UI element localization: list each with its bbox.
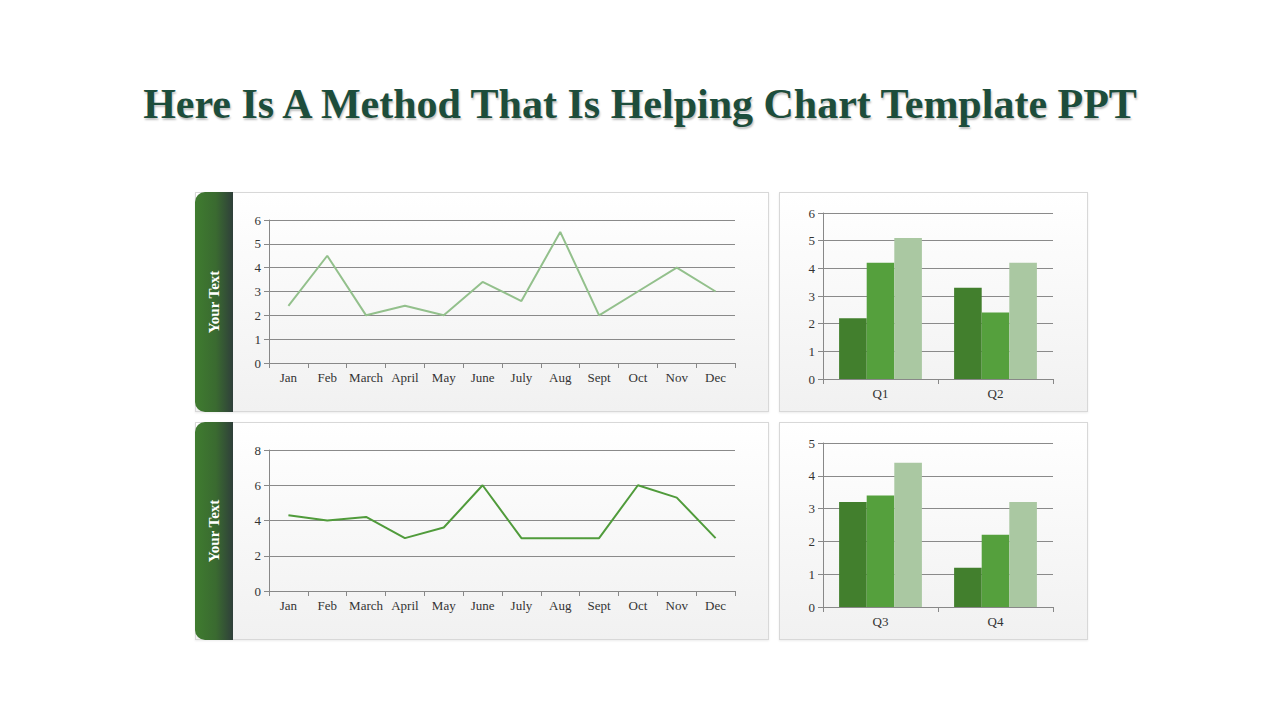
svg-text:1: 1 xyxy=(809,567,816,582)
svg-text:March: March xyxy=(349,370,383,385)
svg-text:3: 3 xyxy=(809,501,816,516)
svg-text:June: June xyxy=(471,370,495,385)
svg-text:Dec: Dec xyxy=(705,370,726,385)
svg-text:2: 2 xyxy=(255,548,262,563)
svg-text:0: 0 xyxy=(255,356,262,371)
svg-text:4: 4 xyxy=(255,513,262,528)
svg-text:March: March xyxy=(349,598,383,613)
html-text:Your Text: Your Text xyxy=(205,499,222,563)
svg-text:Nov: Nov xyxy=(666,370,689,385)
svg-text:4: 4 xyxy=(809,468,816,483)
svg-text:May: May xyxy=(432,370,456,385)
html-text:Your Text: Your Text xyxy=(205,270,222,334)
svg-text:0: 0 xyxy=(255,584,262,599)
svg-text:1: 1 xyxy=(809,344,816,359)
svg-text:Aug: Aug xyxy=(549,370,572,385)
svg-text:6: 6 xyxy=(255,213,262,228)
svg-text:Oct: Oct xyxy=(629,370,648,385)
svg-text:Jan: Jan xyxy=(280,598,298,613)
svg-text:May: May xyxy=(432,598,456,613)
svg-text:Sept: Sept xyxy=(588,370,612,385)
svg-text:2: 2 xyxy=(255,308,262,323)
svg-text:July: July xyxy=(511,598,533,613)
svg-text:6: 6 xyxy=(809,206,816,221)
svg-text:2: 2 xyxy=(809,316,816,331)
svg-text:Q3: Q3 xyxy=(873,614,889,629)
svg-text:3: 3 xyxy=(809,289,816,304)
svg-text:Q1: Q1 xyxy=(873,386,889,401)
svg-text:Aug: Aug xyxy=(549,598,572,613)
svg-text:1: 1 xyxy=(255,332,262,347)
svg-text:2: 2 xyxy=(809,534,816,549)
svg-text:July: July xyxy=(511,370,533,385)
svg-text:Q2: Q2 xyxy=(988,386,1004,401)
svg-text:0: 0 xyxy=(809,600,816,615)
svg-text:5: 5 xyxy=(255,236,262,251)
svg-text:5: 5 xyxy=(809,233,816,248)
svg-text:6: 6 xyxy=(255,478,262,493)
svg-text:Sept: Sept xyxy=(588,598,612,613)
svg-text:Q4: Q4 xyxy=(988,614,1004,629)
svg-text:Feb: Feb xyxy=(318,370,338,385)
svg-text:3: 3 xyxy=(255,284,262,299)
svg-text:4: 4 xyxy=(255,260,262,275)
svg-text:Nov: Nov xyxy=(666,598,689,613)
svg-text:8: 8 xyxy=(255,443,262,458)
svg-text:5: 5 xyxy=(809,436,816,451)
svg-text:April: April xyxy=(391,598,419,613)
svg-text:Dec: Dec xyxy=(705,598,726,613)
svg-text:Oct: Oct xyxy=(629,598,648,613)
svg-text:Jan: Jan xyxy=(280,370,298,385)
svg-text:June: June xyxy=(471,598,495,613)
svg-text:April: April xyxy=(391,370,419,385)
html-text:Here Is A Method That Is Helpi: Here Is A Method That Is Helping Chart T… xyxy=(143,81,1137,127)
svg-text:Feb: Feb xyxy=(318,598,338,613)
svg-text:4: 4 xyxy=(809,261,816,276)
svg-text:0: 0 xyxy=(809,372,816,387)
